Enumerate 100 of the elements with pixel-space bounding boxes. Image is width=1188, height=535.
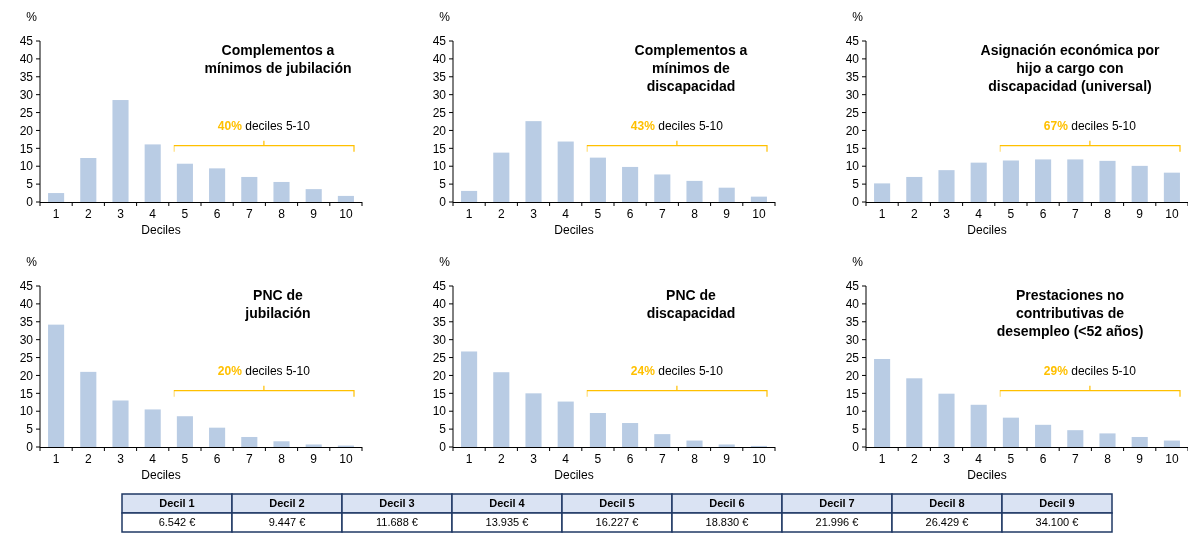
- bar: [718, 444, 735, 447]
- x-tick-label: 4: [975, 207, 983, 221]
- bar: [1099, 433, 1116, 447]
- x-tick-label: 2: [910, 207, 918, 221]
- bar: [273, 441, 290, 447]
- x-tick-label: 3: [117, 452, 125, 466]
- y-tick-label: 15: [845, 386, 860, 401]
- y-tick-label: 45: [432, 279, 447, 294]
- x-tick-label: 9: [1136, 207, 1144, 221]
- y-tick-label: 45: [432, 34, 447, 49]
- x-tick-label: 6: [626, 207, 634, 221]
- y-tick-label: 30: [19, 332, 34, 347]
- bar: [337, 195, 354, 202]
- x-tick-label: 7: [1071, 207, 1079, 221]
- annotation: 20% deciles 5-10: [217, 363, 311, 378]
- y-tick-label: 40: [19, 297, 34, 312]
- bar: [209, 168, 226, 202]
- y-tick-label: 35: [19, 69, 34, 84]
- y-tick-label: 10: [432, 404, 447, 419]
- y-tick-label: 20: [19, 368, 34, 383]
- x-tick-label: 1: [52, 452, 60, 466]
- x-tick-label: 10: [339, 207, 353, 221]
- x-tick-label: 3: [530, 207, 538, 221]
- y-axis-title: %: [852, 255, 864, 269]
- y-tick-label: 35: [432, 314, 447, 329]
- text: 34.100 €: [1035, 516, 1079, 528]
- x-tick-label: 6: [213, 452, 221, 466]
- y-axis-title: %: [439, 10, 451, 24]
- bar: [938, 393, 955, 447]
- y-tick-label: 20: [19, 123, 34, 138]
- bar: [80, 157, 97, 202]
- x-tick-label: 5: [1007, 207, 1015, 221]
- text: PNC de jubilación: [244, 287, 311, 321]
- bar: [1035, 424, 1052, 447]
- y-tick-label: 45: [19, 34, 34, 49]
- y-tick-label: 15: [19, 141, 34, 156]
- category-label: Decil 9: [1039, 497, 1075, 509]
- bar: [525, 121, 542, 202]
- x-tick-label: 2: [497, 207, 505, 221]
- bar: [1002, 160, 1019, 202]
- y-axis-title: %: [26, 10, 38, 24]
- x-tick-label: 5: [181, 452, 189, 466]
- bar: [654, 434, 671, 447]
- bar: [461, 351, 478, 447]
- bar: [1067, 159, 1084, 202]
- y-tick-label: 35: [19, 314, 34, 329]
- x-axis-title: Deciles: [967, 468, 1007, 482]
- bar: [525, 393, 542, 447]
- y-tick-label: 25: [19, 105, 34, 120]
- bar: [874, 358, 891, 447]
- y-tick-label: 30: [845, 87, 860, 102]
- bar: [144, 144, 161, 202]
- bar: [1131, 165, 1148, 202]
- category-label: Decil 1: [159, 497, 195, 509]
- y-tick-label: 25: [432, 105, 447, 120]
- bar: [1067, 430, 1084, 447]
- x-tick-label: 6: [1039, 207, 1047, 221]
- annotation: 67% deciles 5-10: [1043, 118, 1137, 133]
- y-tick-label: 5: [439, 177, 447, 192]
- x-tick-label: 10: [339, 452, 353, 466]
- bar: [686, 180, 703, 202]
- y-tick-label: 10: [19, 404, 34, 419]
- bar: [112, 100, 129, 202]
- text: 6.542 €: [158, 516, 196, 528]
- y-tick-label: 0: [852, 195, 860, 210]
- x-tick-label: 5: [181, 207, 189, 221]
- y-tick-label: 20: [432, 368, 447, 383]
- y-tick-label: 0: [439, 195, 447, 210]
- y-tick-label: 35: [845, 314, 860, 329]
- x-tick-label: 5: [1007, 452, 1015, 466]
- text: Prestaciones no contributivas de desempleo (<52 años): [996, 287, 1144, 339]
- bar: [176, 416, 193, 447]
- y-tick-label: 20: [432, 123, 447, 138]
- text: Complementos a mínimos de jubilación: [204, 42, 352, 76]
- y-tick-label: 25: [19, 350, 34, 365]
- bar: [874, 183, 891, 202]
- bar: [654, 174, 671, 202]
- category-label: Decil 8: [929, 497, 965, 509]
- bar: [622, 166, 639, 202]
- y-tick-label: 25: [845, 350, 860, 365]
- y-tick-label: 10: [19, 159, 34, 174]
- bar: [938, 170, 955, 202]
- text: PNC de discapacidad: [646, 287, 736, 321]
- x-tick-label: 2: [910, 452, 918, 466]
- x-tick-label: 8: [1104, 207, 1112, 221]
- category-label: Decil 3: [379, 497, 415, 509]
- bar: [1002, 417, 1019, 447]
- category-label: Decil 7: [819, 497, 855, 509]
- x-axis-title: Deciles: [141, 468, 181, 482]
- y-tick-label: 10: [432, 159, 447, 174]
- annotation: 40% deciles 5-10: [217, 118, 311, 133]
- bar: [176, 163, 193, 202]
- x-tick-label: 4: [562, 207, 570, 221]
- x-tick-label: 10: [1165, 207, 1179, 221]
- bar: [112, 400, 129, 447]
- y-tick-label: 40: [19, 52, 34, 67]
- x-axis-title: Deciles: [554, 223, 594, 237]
- x-tick-label: 6: [213, 207, 221, 221]
- x-tick-label: 2: [84, 452, 92, 466]
- x-tick-label: 6: [1039, 452, 1047, 466]
